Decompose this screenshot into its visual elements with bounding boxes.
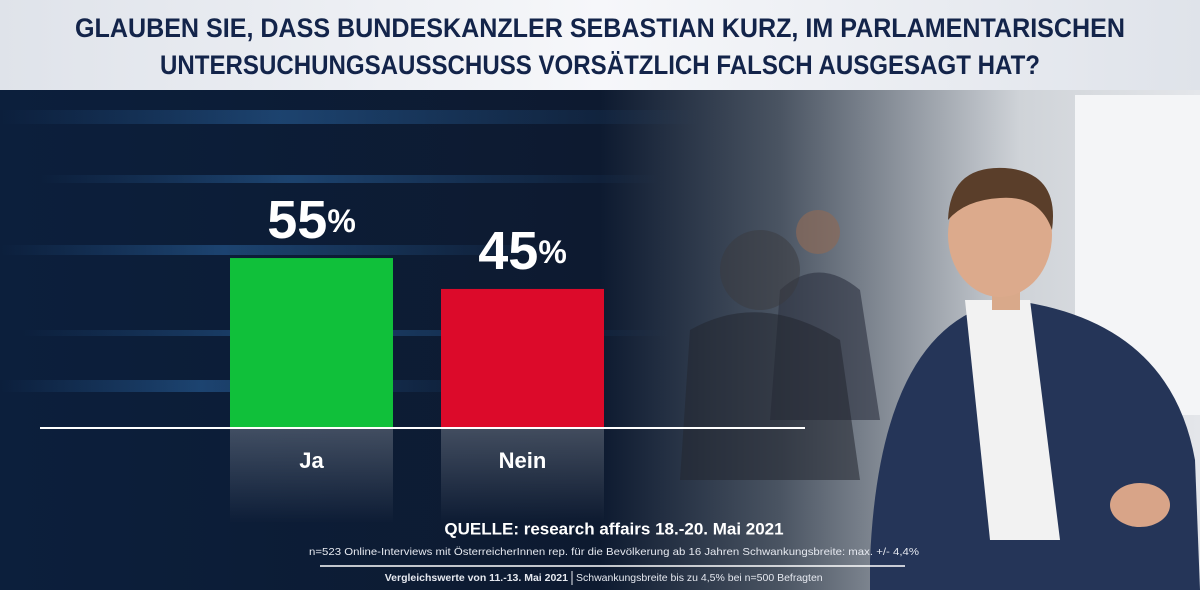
title-line: GLAUBEN SIE, DASS BUNDESKANZLER SEBASTIA… (75, 13, 1125, 43)
category-label: Nein (499, 448, 547, 473)
header-bar (0, 0, 1200, 90)
comparison: Vergleichswerte von 11.-13. Mai 2021 (385, 572, 568, 584)
label-panel (441, 428, 604, 523)
value-label: 55% (267, 190, 356, 250)
plot: Ja 55% Nein 45% (230, 190, 604, 523)
bar (230, 258, 393, 428)
comparison-note: Schwankungsbreite bis zu 4,5% bei n=500 … (576, 572, 823, 584)
category-label: Ja (299, 448, 324, 473)
photo (680, 95, 1200, 590)
source-details: n=523 Online-Interviews mit Österreicher… (309, 546, 919, 558)
title-line: UNTERSUCHUNGSAUSSCHUSS VORSÄTZLICH FALSC… (160, 50, 1040, 80)
source: QUELLE: research affairs 18.-20. Mai 202… (444, 519, 783, 538)
bar (441, 288, 604, 428)
value-label: 45% (478, 221, 567, 281)
label-panel (230, 428, 393, 523)
